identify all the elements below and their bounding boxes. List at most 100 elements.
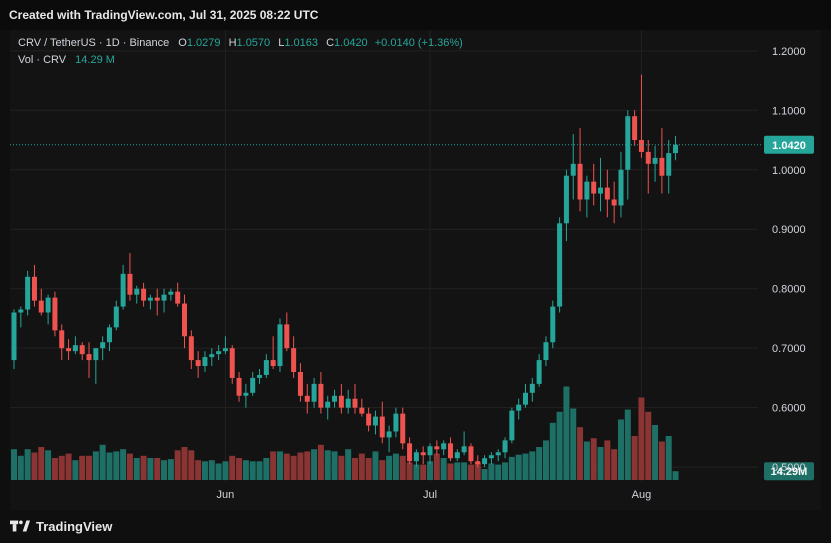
candle-body (400, 413, 406, 444)
candle-body (570, 163, 576, 176)
candle-body (263, 360, 269, 375)
y-tick-label: 0.6000 (772, 403, 806, 415)
candle-body (454, 452, 460, 459)
volume-bar (624, 409, 631, 480)
candle-body (673, 144, 679, 154)
candle-body (182, 303, 187, 337)
candle-body (645, 151, 651, 164)
candle-body (216, 351, 222, 355)
volume-bar (577, 427, 584, 480)
candle-body (413, 452, 419, 462)
candle-body (632, 116, 638, 141)
candle-body (611, 199, 617, 206)
candle-body (332, 395, 338, 402)
candle-body (447, 443, 453, 459)
volume-bar (583, 441, 590, 480)
candle-body (202, 357, 208, 367)
y-tick-label: 1.2000 (772, 46, 806, 58)
volume-bar (188, 450, 195, 480)
candle-body (563, 175, 569, 224)
y-tick-label: 0.9000 (772, 224, 806, 236)
candle-body (345, 398, 351, 408)
volume-bar (317, 444, 324, 480)
volume-bar (590, 438, 597, 480)
candle-body (625, 116, 631, 170)
legend-h-label: H (229, 37, 237, 49)
candle-body (325, 401, 331, 408)
volume-bar (352, 458, 358, 480)
top-bar: Created with TradingView.com, Jul 31, 20… (0, 0, 831, 30)
candle-body (659, 157, 665, 176)
candle-body (536, 360, 542, 384)
volume-bar (276, 451, 283, 480)
volume-bar (161, 460, 168, 480)
candle-body (18, 309, 24, 313)
candle-body (386, 431, 392, 438)
candle-body (379, 416, 385, 438)
volume-bar (324, 450, 331, 480)
candle-body (577, 163, 583, 200)
volume-bar (201, 461, 208, 480)
volume-bar (11, 449, 17, 480)
volume-bar (597, 447, 604, 480)
volume-bar (51, 458, 58, 480)
volume-bar (304, 451, 311, 480)
candle-body (529, 383, 535, 393)
volume-bar (427, 461, 434, 480)
volume-bar (467, 464, 474, 480)
volume-bar (208, 460, 215, 480)
brand-text: TradingView (36, 518, 113, 534)
volume-bar (372, 451, 379, 480)
legend-vol-label: Vol · CRV (18, 54, 67, 66)
x-tick-label: Aug (632, 489, 652, 501)
x-axis[interactable]: Jun Jul Aug (217, 489, 652, 501)
legend-c-label: C (326, 37, 334, 49)
volume-bar (502, 462, 509, 480)
chart-legend: CRV / TetherUS · 1D · Binance O1.0279 H 1… (18, 37, 463, 66)
candle-body (666, 153, 672, 176)
volume-bar (563, 386, 570, 480)
volume-bar (665, 436, 672, 480)
legend-l-value: 1.0163 (284, 37, 318, 49)
volume-bar (38, 447, 45, 480)
volume-bar (45, 450, 52, 480)
candle-body (59, 330, 65, 349)
candle-body (11, 312, 17, 361)
chart-panel[interactable]: 1.0420 14.29M 1.2000 1.1000 1.0000 0.9000 0.8… (10, 30, 821, 510)
volume-bar (72, 460, 79, 480)
footer: TradingView (10, 515, 112, 537)
volume-bar (488, 463, 495, 480)
tradingview-logo-icon (10, 520, 30, 532)
candle-body (318, 383, 324, 408)
y-axis[interactable]: 1.2000 1.1000 1.0000 0.9000 0.8000 0.7000 0.60… (772, 46, 806, 474)
legend-o-value: 1.0279 (187, 37, 221, 49)
volume-bars (11, 386, 679, 480)
volume-bar (140, 455, 147, 480)
legend-l-label: L (278, 37, 284, 49)
volume-bar (92, 451, 99, 480)
candle-body (222, 348, 228, 352)
y-tick-label: 0.7000 (772, 343, 806, 355)
legend-change: +0.0140 (+1.36%) (375, 37, 463, 49)
candle-body (175, 291, 181, 304)
y-tick-label: 0.8000 (772, 284, 806, 296)
candlestick-chart[interactable]: 1.0420 14.29M 1.2000 1.1000 1.0000 0.9000 0.8… (10, 30, 821, 510)
volume-bar (249, 461, 256, 480)
volume-bar (58, 455, 65, 480)
last-price-label: 1.0420 (772, 140, 806, 152)
candle-body (509, 410, 515, 441)
volume-bar (461, 462, 468, 480)
legend-symbol: CRV / TetherUS · 1D · Binance (18, 37, 169, 49)
volume-bar (611, 449, 618, 480)
volume-bar (311, 449, 318, 480)
price-line: 1.0420 14.29M (10, 135, 814, 481)
candle-body (311, 383, 317, 402)
y-tick-label: 1.0000 (772, 165, 806, 177)
legend-o-label: O (178, 37, 187, 49)
last-volume-tag (764, 462, 814, 481)
volume-bar (154, 458, 161, 480)
x-tick-label: Jul (423, 489, 437, 501)
candle-body (147, 297, 153, 301)
volume-bar (24, 449, 31, 480)
candle-body (291, 348, 297, 372)
